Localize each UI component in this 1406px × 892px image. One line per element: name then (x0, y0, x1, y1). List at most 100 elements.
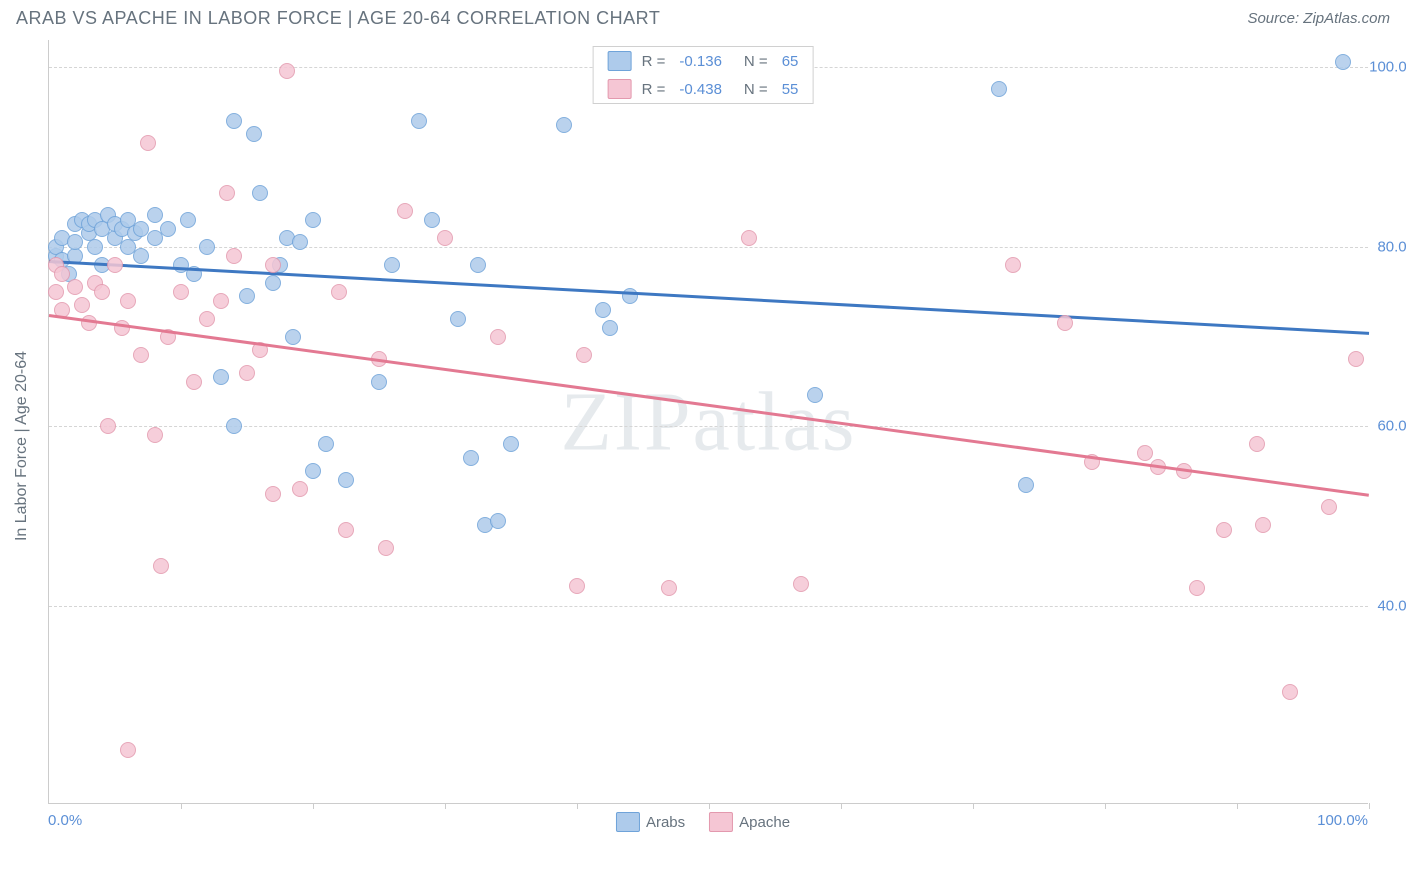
legend-swatch (608, 79, 632, 99)
header: ARAB VS APACHE IN LABOR FORCE | AGE 20-6… (0, 0, 1406, 33)
scatter-point (199, 311, 215, 327)
chart-title: ARAB VS APACHE IN LABOR FORCE | AGE 20-6… (16, 8, 660, 29)
scatter-point (285, 329, 301, 345)
x-axis-min-label: 0.0% (48, 812, 82, 829)
scatter-point (265, 257, 281, 273)
scatter-point (160, 221, 176, 237)
scatter-point (661, 580, 677, 596)
legend-n-value: 65 (782, 53, 799, 70)
scatter-point (503, 436, 519, 452)
scatter-point (1018, 477, 1034, 493)
legend-item: Apache (709, 812, 790, 832)
scatter-point (397, 203, 413, 219)
legend-swatch (608, 51, 632, 71)
scatter-point (463, 450, 479, 466)
scatter-point (576, 347, 592, 363)
scatter-point (67, 279, 83, 295)
scatter-point (595, 302, 611, 318)
chart-plot-area: ZIPatlas 40.0%60.0%80.0%100.0% (48, 40, 1368, 804)
scatter-point (107, 257, 123, 273)
legend-r-label: R = (642, 53, 666, 70)
scatter-point (331, 284, 347, 300)
scatter-point (556, 117, 572, 133)
x-tick (1369, 803, 1370, 809)
y-tick-label: 40.0% (1377, 598, 1406, 615)
legend-swatch (709, 812, 733, 832)
scatter-point (140, 135, 156, 151)
scatter-point (1282, 684, 1298, 700)
scatter-point (437, 230, 453, 246)
scatter-point (318, 436, 334, 452)
scatter-point (1216, 522, 1232, 538)
scatter-point (1348, 351, 1364, 367)
y-tick-label: 60.0% (1377, 418, 1406, 435)
x-tick (1105, 803, 1106, 809)
scatter-point (292, 481, 308, 497)
scatter-point (226, 418, 242, 434)
scatter-point (147, 427, 163, 443)
scatter-point (490, 329, 506, 345)
scatter-point (252, 185, 268, 201)
scatter-point (173, 284, 189, 300)
scatter-point (147, 207, 163, 223)
scatter-point (305, 463, 321, 479)
scatter-point (100, 418, 116, 434)
scatter-point (265, 275, 281, 291)
scatter-point (120, 293, 136, 309)
scatter-point (199, 239, 215, 255)
scatter-point (338, 522, 354, 538)
x-tick (973, 803, 974, 809)
y-tick-label: 100.0% (1369, 58, 1406, 75)
scatter-point (239, 288, 255, 304)
scatter-point (153, 558, 169, 574)
legend-row: R = -0.438N = 55 (594, 75, 813, 103)
scatter-point (378, 540, 394, 556)
scatter-point (81, 315, 97, 331)
trend-line (49, 314, 1369, 496)
scatter-point (265, 486, 281, 502)
scatter-point (371, 374, 387, 390)
source-attribution: Source: ZipAtlas.com (1247, 10, 1390, 27)
scatter-point (741, 230, 757, 246)
scatter-point (1005, 257, 1021, 273)
scatter-point (94, 284, 110, 300)
scatter-point (54, 266, 70, 282)
scatter-point (87, 239, 103, 255)
scatter-point (74, 297, 90, 313)
legend-r-label: R = (642, 81, 666, 98)
scatter-point (226, 248, 242, 264)
x-axis-max-label: 100.0% (1317, 812, 1368, 829)
scatter-point (120, 742, 136, 758)
scatter-point (226, 113, 242, 129)
legend-n-label: N = (744, 81, 768, 98)
scatter-point (490, 513, 506, 529)
scatter-point (1255, 517, 1271, 533)
legend-n-label: N = (744, 53, 768, 70)
scatter-point (213, 369, 229, 385)
x-tick (709, 803, 710, 809)
legend-n-value: 55 (782, 81, 799, 98)
scatter-point (114, 320, 130, 336)
scatter-point (133, 248, 149, 264)
scatter-point (384, 257, 400, 273)
scatter-point (1189, 580, 1205, 596)
scatter-point (411, 113, 427, 129)
scatter-point (133, 347, 149, 363)
scatter-point (48, 284, 64, 300)
x-tick (841, 803, 842, 809)
y-tick-label: 80.0% (1377, 238, 1406, 255)
x-tick (181, 803, 182, 809)
x-tick (445, 803, 446, 809)
scatter-point (239, 365, 255, 381)
scatter-point (279, 63, 295, 79)
scatter-point (292, 234, 308, 250)
scatter-point (470, 257, 486, 273)
gridline-h (49, 606, 1368, 607)
legend-row: R = -0.136N = 65 (594, 47, 813, 75)
scatter-point (424, 212, 440, 228)
scatter-point (1057, 315, 1073, 331)
correlation-legend: R = -0.136N = 65R = -0.438N = 55 (593, 46, 814, 104)
scatter-point (807, 387, 823, 403)
x-tick (313, 803, 314, 809)
scatter-point (1321, 499, 1337, 515)
